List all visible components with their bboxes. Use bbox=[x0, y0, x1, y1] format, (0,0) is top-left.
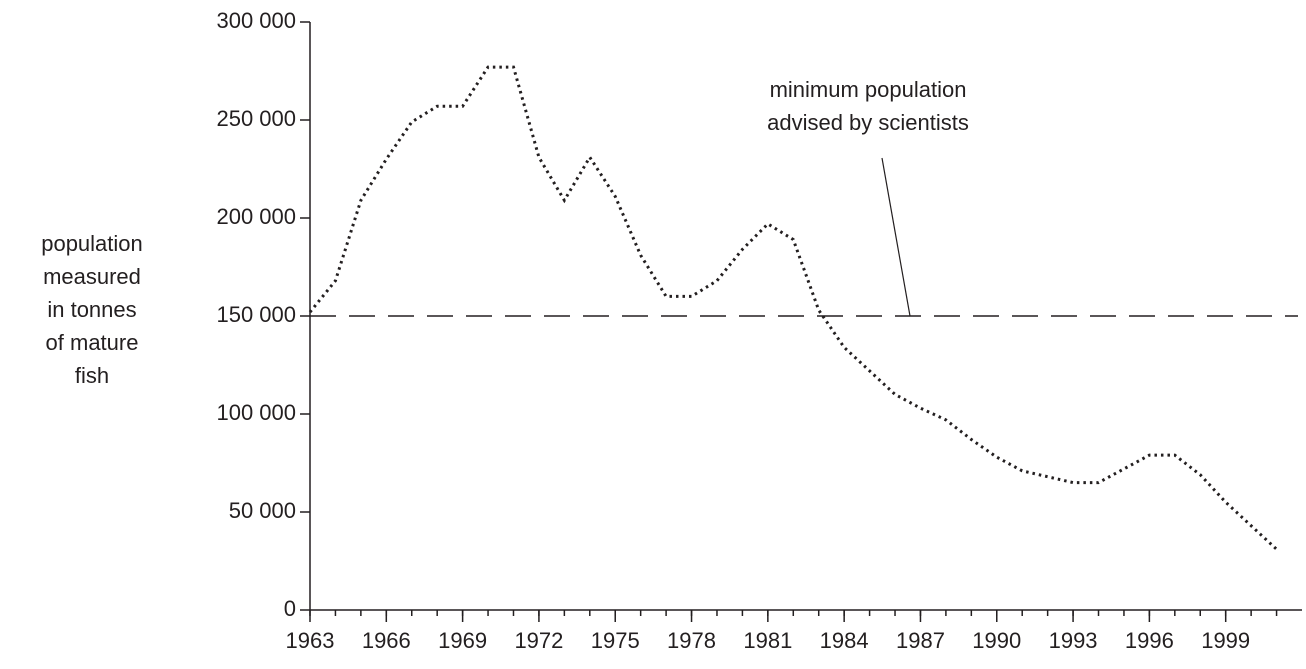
annotation: minimum population bbox=[770, 77, 967, 102]
y-axis-label: measured bbox=[43, 264, 141, 289]
y-tick-label: 300 000 bbox=[216, 8, 296, 33]
y-axis-label: fish bbox=[75, 363, 109, 388]
y-tick-label: 0 bbox=[284, 596, 296, 621]
annotation: advised by scientists bbox=[767, 110, 969, 135]
y-axis-label: of mature bbox=[46, 330, 139, 355]
y-tick-label: 50 000 bbox=[229, 498, 296, 523]
x-tick-label: 1990 bbox=[972, 628, 1021, 653]
x-tick-label: 1984 bbox=[820, 628, 869, 653]
x-tick-label: 1987 bbox=[896, 628, 945, 653]
y-tick-label: 100 000 bbox=[216, 400, 296, 425]
x-tick-label: 1969 bbox=[438, 628, 487, 653]
annotation-leader bbox=[881, 157, 911, 317]
x-tick-label: 1978 bbox=[667, 628, 716, 653]
x-tick-label: 1963 bbox=[286, 628, 335, 653]
y-axis-label: in tonnes bbox=[47, 297, 136, 322]
x-tick-label: 1975 bbox=[591, 628, 640, 653]
y-tick-label: 200 000 bbox=[216, 204, 296, 229]
y-axis-label: population bbox=[41, 231, 143, 256]
x-tick-label: 1981 bbox=[743, 628, 792, 653]
y-tick-label: 250 000 bbox=[216, 106, 296, 131]
x-tick-label: 1999 bbox=[1201, 628, 1250, 653]
x-tick-label: 1996 bbox=[1125, 628, 1174, 653]
y-tick-label: 150 000 bbox=[216, 302, 296, 327]
x-tick-label: 1972 bbox=[514, 628, 563, 653]
x-tick-label: 1993 bbox=[1049, 628, 1098, 653]
x-tick-label: 1966 bbox=[362, 628, 411, 653]
data-line bbox=[308, 65, 1278, 551]
